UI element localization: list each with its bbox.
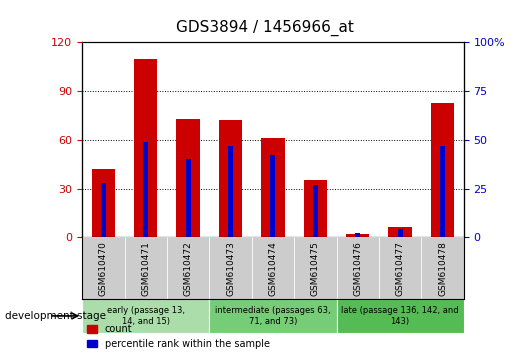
Text: GSM610471: GSM610471 [142,241,150,296]
Bar [398,229,403,237]
Text: GSM610474: GSM610474 [269,241,277,296]
Bar [82,299,209,333]
Text: late (passage 136, 142, and
143): late (passage 136, 142, and 143) [341,306,459,326]
Text: GSM610470: GSM610470 [99,241,108,296]
Bar [186,159,191,237]
Bar [294,237,337,299]
Text: GSM610472: GSM610472 [184,241,192,296]
Bar [304,181,327,237]
Bar [209,237,252,299]
Bar [379,237,421,299]
Text: GSM610478: GSM610478 [438,241,447,296]
Text: GSM610473: GSM610473 [226,241,235,296]
Bar [355,233,360,237]
Bar [209,299,337,333]
Text: GSM610476: GSM610476 [354,241,362,296]
Bar [219,120,242,237]
Bar [167,237,209,299]
Bar [176,119,200,237]
Bar [346,234,369,237]
Bar [440,146,445,237]
Text: GSM610475: GSM610475 [311,241,320,296]
Bar [388,227,412,237]
Bar [228,146,233,237]
Bar [421,237,464,299]
Bar [431,103,454,237]
Text: intermediate (passages 63,
71, and 73): intermediate (passages 63, 71, and 73) [215,306,331,326]
Legend: count, percentile rank within the sample: count, percentile rank within the sample [87,324,270,349]
Bar [337,299,464,333]
Text: GSM610477: GSM610477 [396,241,404,296]
Bar [270,155,276,237]
Bar [313,185,318,237]
Bar [82,237,125,299]
Bar [252,237,294,299]
Text: early (passage 13,
14, and 15): early (passage 13, 14, and 15) [107,306,185,326]
Bar [261,138,285,237]
Bar [92,169,115,237]
Bar [125,237,167,299]
Text: GDS3894 / 1456966_at: GDS3894 / 1456966_at [176,19,354,36]
Text: development stage: development stage [5,311,107,321]
Bar [337,237,379,299]
Bar [101,183,106,237]
Bar [143,142,148,237]
Bar [134,59,157,237]
